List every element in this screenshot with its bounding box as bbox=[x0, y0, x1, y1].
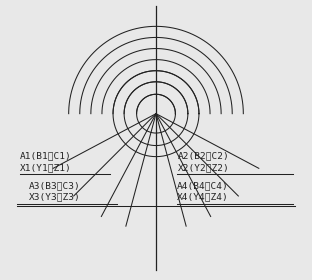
Text: X4(Y4、Z4): X4(Y4、Z4) bbox=[177, 193, 229, 202]
Text: A2(B2、C2): A2(B2、C2) bbox=[178, 152, 230, 161]
Text: X1(Y1、Z1): X1(Y1、Z1) bbox=[20, 163, 72, 172]
Text: A1(B1、C1): A1(B1、C1) bbox=[20, 152, 72, 161]
Text: X3(Y3、Z3): X3(Y3、Z3) bbox=[28, 193, 80, 202]
Text: X2(Y2、Z2): X2(Y2、Z2) bbox=[178, 163, 230, 172]
Text: A3(B3、C3): A3(B3、C3) bbox=[28, 181, 80, 190]
Text: A4(B4、C4): A4(B4、C4) bbox=[177, 181, 229, 190]
